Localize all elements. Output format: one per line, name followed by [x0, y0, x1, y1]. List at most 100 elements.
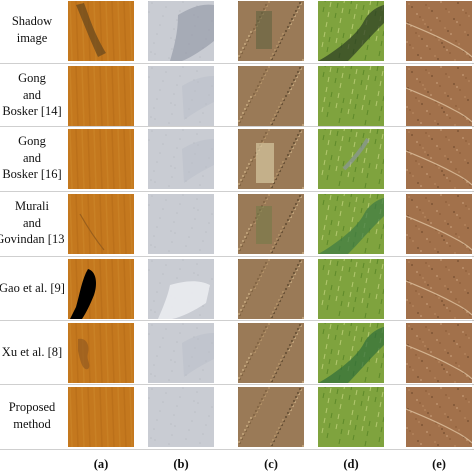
- image-cell-row3-col-e: [406, 194, 472, 254]
- texture-image: [238, 387, 304, 447]
- column-label-d: (d): [343, 457, 359, 471]
- column-label-e: (e): [432, 457, 446, 471]
- texture-image: [238, 323, 304, 383]
- row-label-6: Proposed method: [0, 386, 64, 446]
- row-label-4: Gao et al. [9]: [0, 258, 64, 318]
- row-label-line: and: [22, 150, 42, 165]
- row-label-5: Xu et al. [8]: [0, 322, 64, 382]
- image-cell-row1-col-a: [68, 66, 134, 126]
- image-cell-row0-col-c: [238, 1, 304, 61]
- image-cell-row6-col-b: [148, 387, 214, 447]
- image-cell-row6-col-a: [68, 387, 134, 447]
- texture-image: [148, 387, 214, 447]
- row-separator: [0, 63, 474, 64]
- image-cell-row2-col-a: [68, 129, 134, 189]
- row-label-line: Bosker [14]: [2, 104, 62, 119]
- row-separator: [0, 320, 474, 321]
- texture-image: [318, 1, 384, 61]
- row-label-line: image: [16, 31, 48, 45]
- image-cell-row5-col-d: [318, 323, 384, 383]
- texture-image: [406, 194, 472, 254]
- image-cell-row3-col-a: [68, 194, 134, 254]
- texture-image: [148, 259, 214, 319]
- texture-image: [238, 194, 304, 254]
- row-label-3: Murali and Govindan [13]: [0, 193, 64, 253]
- texture-image: [68, 1, 134, 61]
- row-label-line: Murali: [14, 198, 50, 213]
- texture-image: [238, 66, 304, 126]
- row-label-line: Bosker [16]: [2, 167, 62, 182]
- row-label-line: Xu et al. [8]: [1, 344, 63, 359]
- image-cell-row1-col-d: [318, 66, 384, 126]
- row-label-line: Gao et al. [9]: [0, 280, 64, 295]
- texture-image: [406, 259, 472, 319]
- image-cell-row5-col-c: [238, 323, 304, 383]
- texture-image: [68, 129, 134, 189]
- row-label-line: Proposed: [8, 400, 56, 415]
- image-cell-row3-col-b: [148, 194, 214, 254]
- image-cell-row4-col-a: [68, 259, 134, 319]
- texture-image: [148, 66, 214, 126]
- texture-image: [406, 129, 472, 189]
- row-separator: [0, 126, 474, 127]
- texture-image: [68, 323, 134, 383]
- image-cell-row3-col-c: [238, 194, 304, 254]
- image-cell-row2-col-c: [238, 129, 304, 189]
- texture-image: [68, 194, 134, 254]
- image-cell-row6-col-e: [406, 387, 472, 447]
- texture-image: [238, 129, 304, 189]
- image-cell-row2-col-b: [148, 129, 214, 189]
- row-label-line: Gong: [18, 70, 46, 85]
- image-cell-row6-col-c: [238, 387, 304, 447]
- image-cell-row5-col-e: [406, 323, 472, 383]
- image-cell-row1-col-b: [148, 66, 214, 126]
- texture-image: [406, 66, 472, 126]
- image-cell-row2-col-e: [406, 129, 472, 189]
- texture-image: [406, 387, 472, 447]
- texture-image: [148, 323, 214, 383]
- column-label-b: (b): [173, 457, 189, 471]
- texture-image: [406, 323, 472, 383]
- row-label-line: method: [13, 417, 51, 431]
- image-cell-row5-col-a: [68, 323, 134, 383]
- texture-image: [238, 259, 304, 319]
- image-cell-row4-col-d: [318, 259, 384, 319]
- image-cell-row5-col-b: [148, 323, 214, 383]
- row-separator: [0, 256, 474, 257]
- row-label-line: Shadow: [11, 14, 53, 29]
- texture-image: [406, 1, 472, 61]
- texture-image: [148, 194, 214, 254]
- image-cell-row0-col-b: [148, 1, 214, 61]
- image-cell-row4-col-b: [148, 259, 214, 319]
- image-cell-row1-col-c: [238, 66, 304, 126]
- row-label-1: Gong and Bosker [14]: [0, 65, 64, 125]
- texture-image: [68, 66, 134, 126]
- image-cell-row2-col-d: [318, 129, 384, 189]
- row-label-line: and: [22, 87, 42, 102]
- row-separator: [0, 449, 474, 450]
- row-label-line: and: [22, 215, 42, 230]
- texture-image: [148, 129, 214, 189]
- image-cell-row0-col-d: [318, 1, 384, 61]
- texture-image: [68, 259, 134, 319]
- texture-image: [238, 1, 304, 61]
- texture-image: [318, 129, 384, 189]
- texture-image: [318, 259, 384, 319]
- image-cell-row4-col-c: [238, 259, 304, 319]
- image-cell-row1-col-e: [406, 66, 472, 126]
- row-label-0: Shadow image: [0, 0, 64, 60]
- column-label-a: (a): [93, 457, 109, 471]
- texture-image: [318, 66, 384, 126]
- image-cell-row3-col-d: [318, 194, 384, 254]
- texture-image: [318, 387, 384, 447]
- texture-image: [318, 323, 384, 383]
- row-label-2: Gong and Bosker [16]: [0, 128, 64, 188]
- texture-image: [318, 194, 384, 254]
- texture-image: [148, 1, 214, 61]
- row-label-line: Govindan [13]: [0, 232, 64, 247]
- image-cell-row6-col-d: [318, 387, 384, 447]
- row-label-line: Gong: [18, 133, 46, 148]
- image-cell-row0-col-a: [68, 1, 134, 61]
- image-cell-row0-col-e: [406, 1, 472, 61]
